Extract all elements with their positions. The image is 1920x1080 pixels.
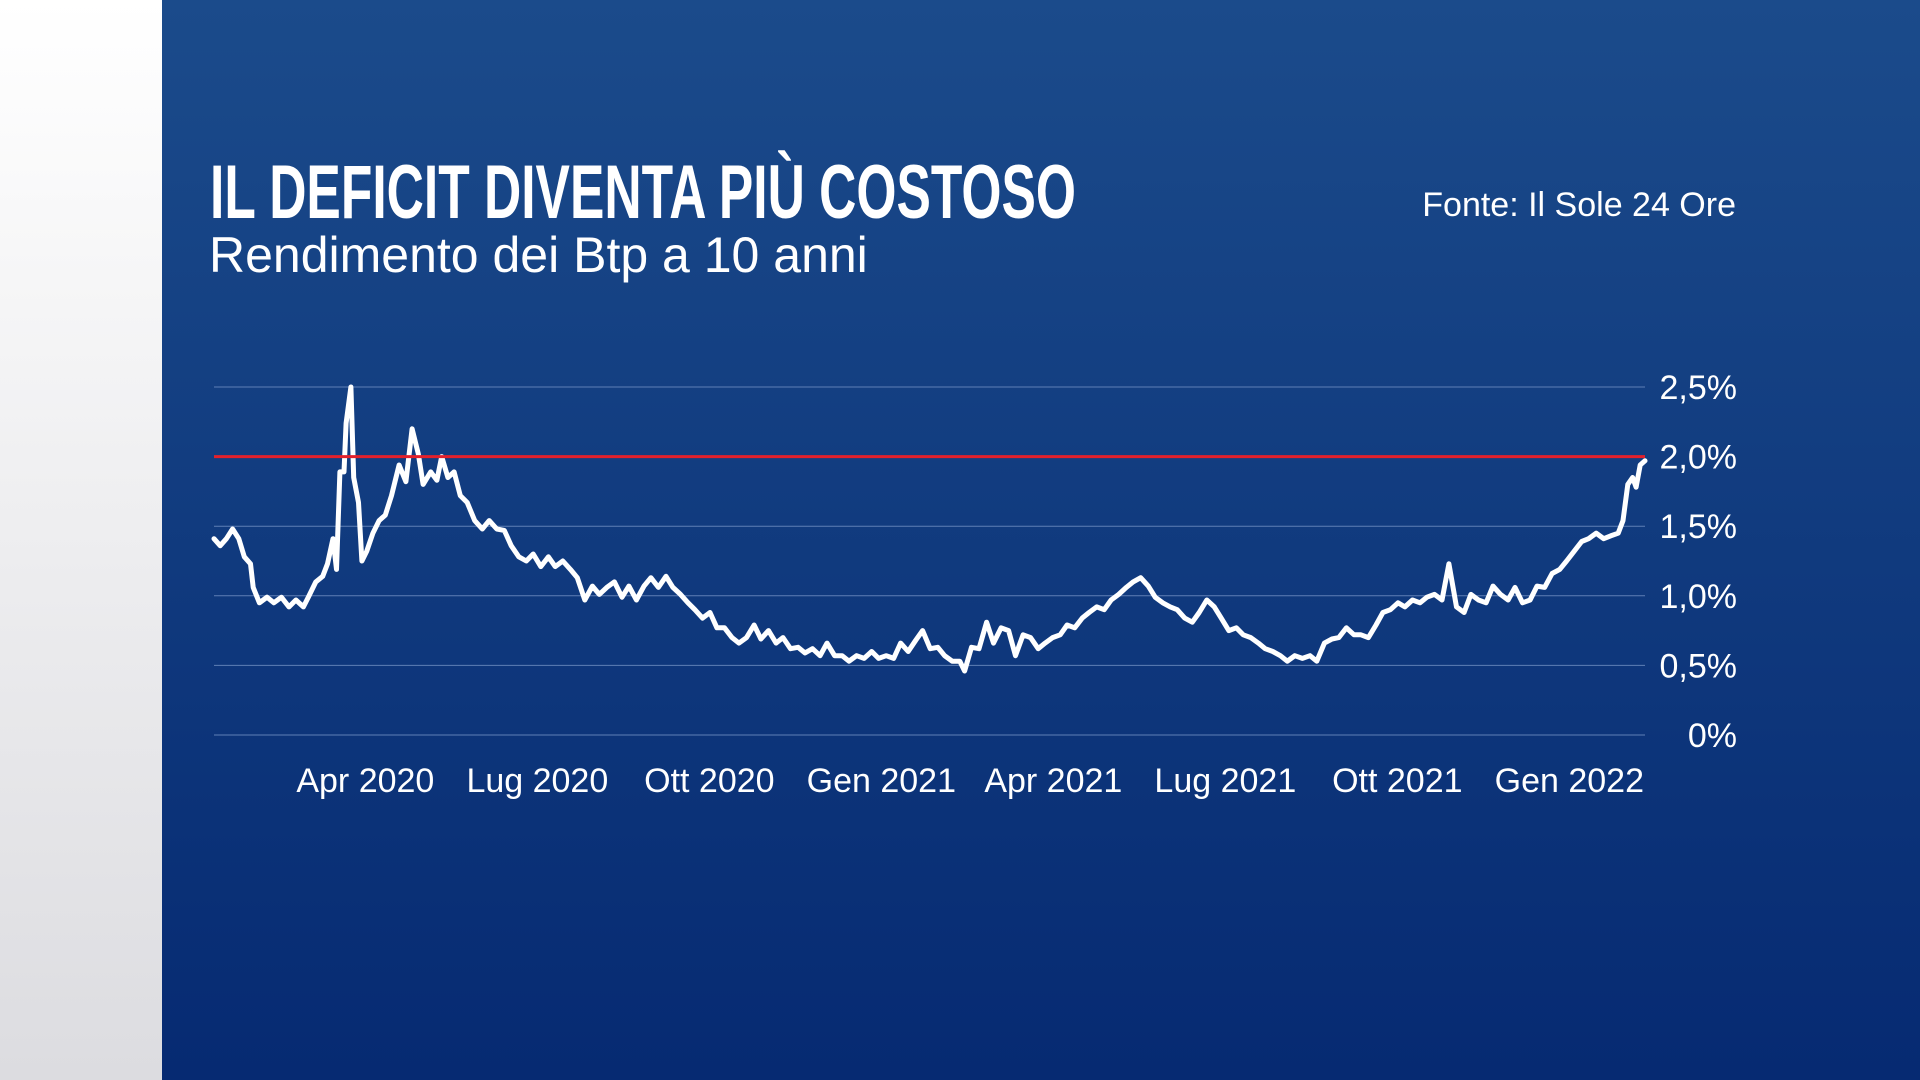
chart-title: IL DEFICIT DIVENTA PIÙ COSTOSO	[210, 150, 1076, 235]
x-tick-label: Ott 2021	[1332, 762, 1462, 800]
source: Fonte: Il Sole 24 Ore	[1422, 186, 1736, 224]
side-panel	[0, 0, 162, 1080]
x-tick-label: Gen 2022	[1495, 762, 1644, 800]
plot-area: 0% 0,5% 1,0% 1,5% 2,0% 2,5% Apr 2020 Lug 2020 Ot…	[211, 369, 1738, 800]
y-tick-label: 1,0%	[1660, 578, 1738, 616]
y-tick-label: 0%	[1688, 717, 1737, 755]
y-tick-label: 1,5%	[1660, 508, 1738, 546]
chart-subtitle: Rendimento dei Btp a 10 anni	[209, 227, 868, 283]
x-tick-label: Ott 2020	[644, 762, 774, 800]
x-tick-label: Apr 2020	[296, 762, 434, 800]
x-tick-label: Gen 2021	[807, 762, 956, 800]
x-tick-label: Apr 2021	[984, 762, 1122, 800]
y-tick-label: 2,5%	[1660, 369, 1738, 407]
x-tick-label: Lug 2021	[1154, 762, 1296, 800]
y-tick-label: 2,0%	[1660, 439, 1738, 477]
x-tick-label: Lug 2020	[466, 762, 608, 800]
y-tick-label: 0,5%	[1660, 647, 1738, 685]
